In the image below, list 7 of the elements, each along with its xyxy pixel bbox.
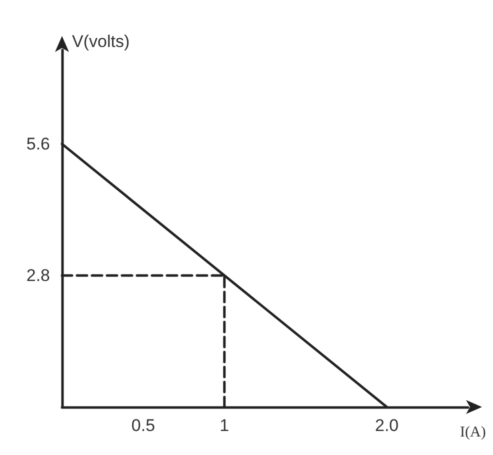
x-tick-label: 2.0 xyxy=(374,416,399,435)
y-tick-label: 2.8 xyxy=(26,266,50,285)
x-tick-label: 0.5 xyxy=(131,416,156,435)
x-axis-title: I(A) xyxy=(460,424,486,440)
y-tick-label: 5.6 xyxy=(26,134,50,154)
y-axis-title: V(volts) xyxy=(72,32,130,51)
x-tick-label: 1 xyxy=(220,416,230,435)
